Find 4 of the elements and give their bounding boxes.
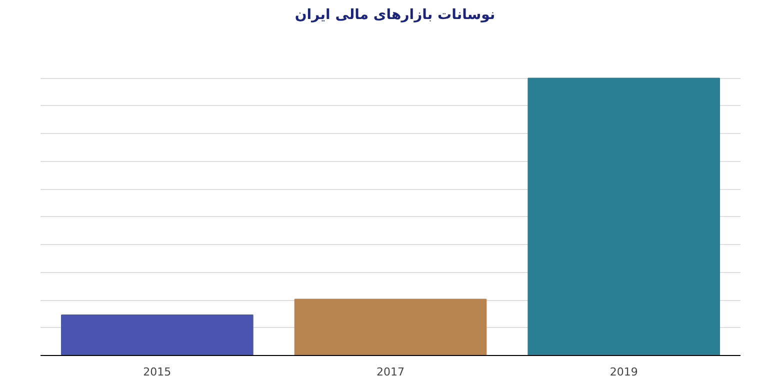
x-tick-label: 2015 <box>143 366 172 378</box>
chart-title: نوسانات بازارهای مالی ایران <box>294 6 496 25</box>
x-tick-label: 2017 <box>376 366 405 378</box>
x-tick-label: 2019 <box>610 366 638 378</box>
